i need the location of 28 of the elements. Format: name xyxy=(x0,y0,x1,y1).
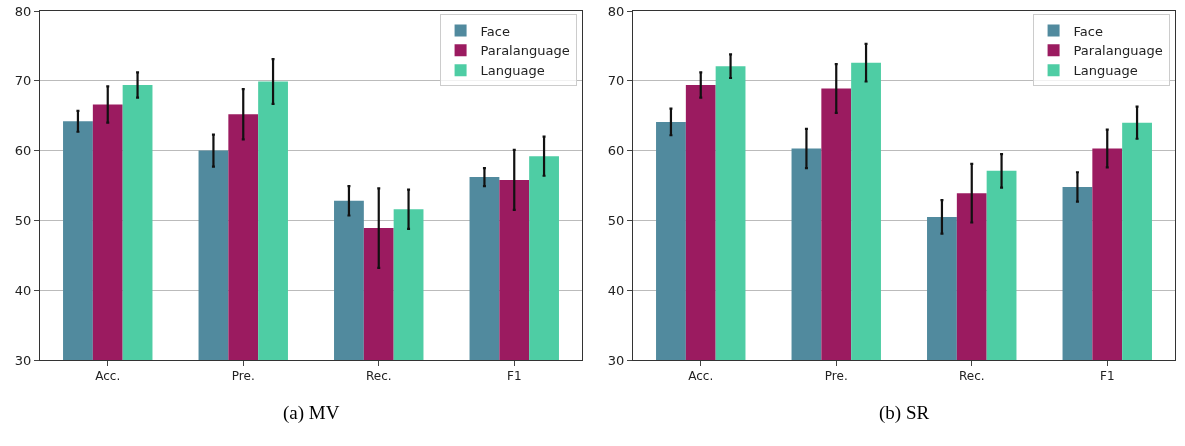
x-tick-label: F1 xyxy=(506,369,522,384)
y-tick-label: 50 xyxy=(607,212,625,228)
text: (b) SR xyxy=(879,402,930,424)
x-tick-label: F1 xyxy=(1099,369,1115,384)
legend-label: Face xyxy=(480,23,510,39)
y-tick-label: 80 xyxy=(607,3,625,19)
x-tick-label: Pre. xyxy=(231,369,255,384)
x-tick-label: Rec. xyxy=(365,369,392,384)
x-tick-label: Pre. xyxy=(824,369,848,384)
text: (a) MV xyxy=(283,402,340,424)
y-tick-label: 40 xyxy=(607,282,625,298)
y-tick-label: 60 xyxy=(14,143,32,159)
legend-label: Language xyxy=(480,63,545,79)
y-tick-label: 30 xyxy=(14,352,32,368)
y-tick-label: 70 xyxy=(607,73,625,89)
y-tick-label: 70 xyxy=(14,73,32,89)
x-tick-label: Acc. xyxy=(95,369,121,384)
legend-label: Face xyxy=(1073,23,1103,39)
x-tick-label: Rec. xyxy=(958,369,985,384)
y-tick-label: 40 xyxy=(14,282,32,298)
legend-label: Paralanguage xyxy=(1073,43,1163,59)
y-tick-label: 30 xyxy=(607,352,625,368)
y-tick-label: 60 xyxy=(607,143,625,159)
legend-label: Paralanguage xyxy=(480,43,570,59)
y-tick-label: 50 xyxy=(14,212,32,228)
legend-label: Language xyxy=(1073,63,1138,79)
x-tick-label: Acc. xyxy=(688,369,714,384)
y-tick-label: 80 xyxy=(14,3,32,19)
